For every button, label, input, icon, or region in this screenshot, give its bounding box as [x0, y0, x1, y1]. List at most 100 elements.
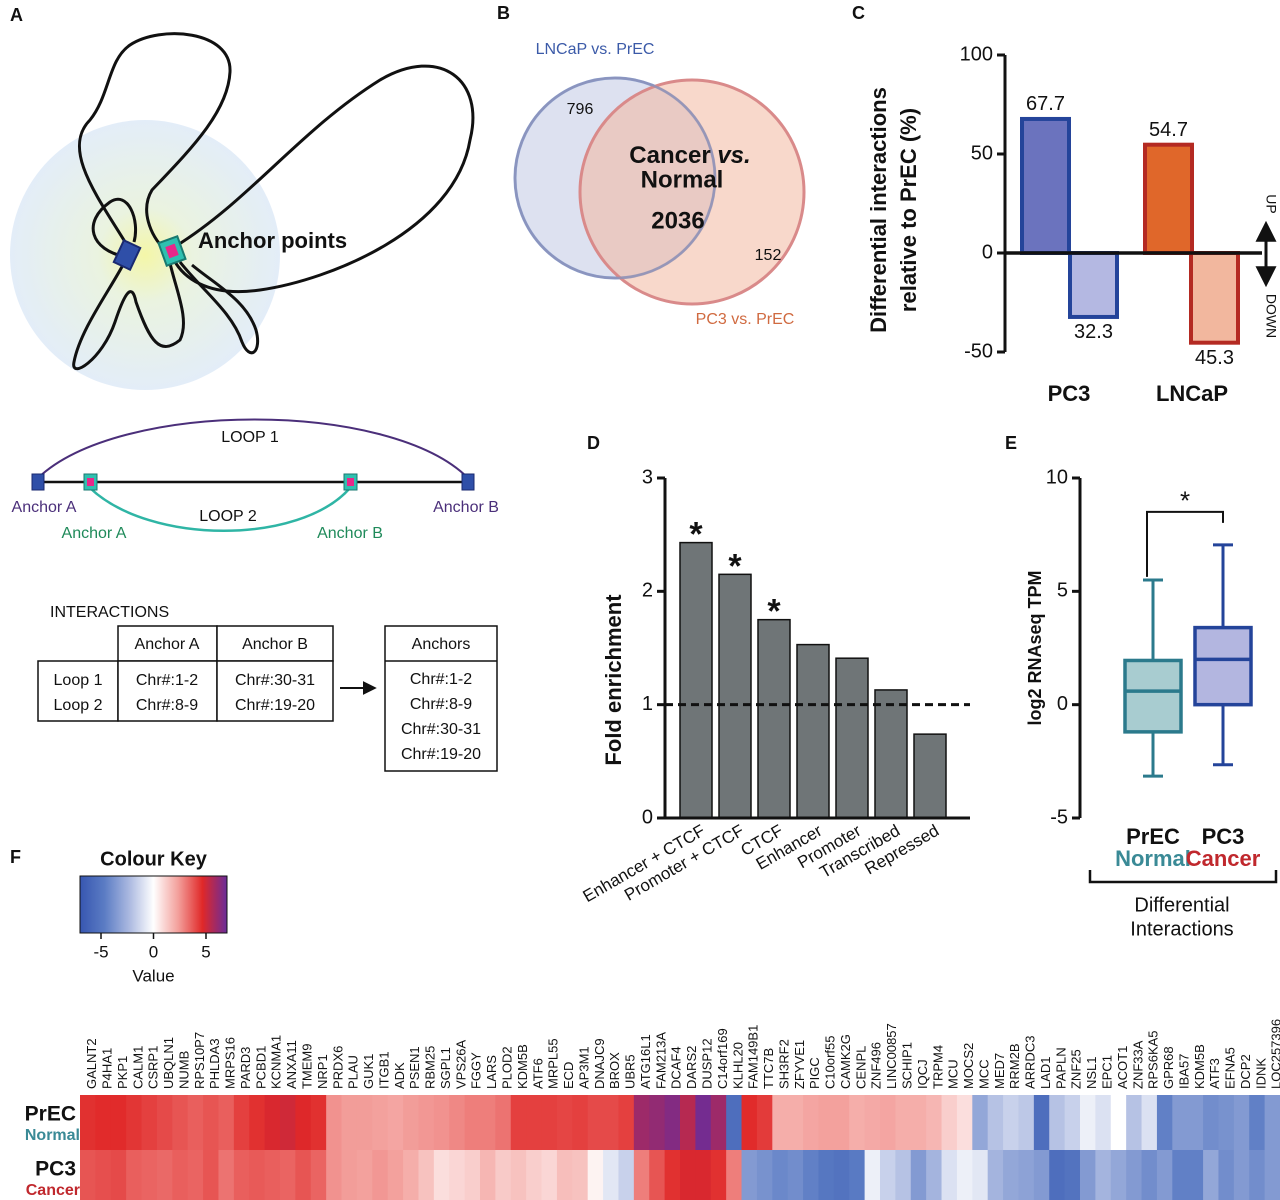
heatmap-cell [1018, 1150, 1035, 1200]
heatmap-cell [803, 1150, 820, 1200]
colour-key-title: Colour Key [100, 848, 208, 870]
panel-label: E [1005, 433, 1017, 453]
heatmap-cell [1141, 1095, 1158, 1150]
heatmap-cell [972, 1095, 989, 1150]
heatmap-cell [187, 1095, 204, 1150]
x-sub-label: Cancer [1186, 846, 1261, 871]
box-body [1193, 625, 1253, 707]
y-axis-label: Differential interactions [866, 87, 891, 333]
gene-label: C10orf55 [823, 1036, 838, 1089]
gene-label: BROX [607, 1052, 622, 1089]
table-header: Anchors [412, 636, 471, 653]
bar [796, 643, 830, 819]
heatmap-cell [95, 1095, 112, 1150]
gene-label: GALNT2 [84, 1038, 99, 1089]
gene-label: PHLDA3 [207, 1038, 222, 1089]
heatmap-cell [587, 1095, 604, 1150]
gene-label: KDM5B [1192, 1044, 1207, 1089]
value-label: 32.3 [1074, 321, 1113, 343]
heatmap-cell [1218, 1150, 1235, 1200]
heatmap-cell [218, 1095, 235, 1150]
gene-label: FAM149B1 [746, 1025, 761, 1089]
y-tick-label: 0 [642, 806, 653, 828]
bar [718, 573, 752, 819]
venn-count: 796 [567, 101, 594, 118]
heatmap-cell [218, 1150, 235, 1200]
heatmap-cell [541, 1150, 558, 1200]
heatmap-cell [1049, 1150, 1066, 1200]
heatmap-cell [587, 1150, 604, 1200]
table-cell: Chr#:19-20 [401, 746, 481, 763]
heatmap-cell [326, 1150, 343, 1200]
heatmap-cell [510, 1095, 527, 1150]
group-brace [1088, 870, 1278, 884]
gene-label: SGPL1 [438, 1047, 453, 1089]
heatmap-cell [156, 1150, 173, 1200]
significance-star: * [689, 516, 703, 554]
gene-label: CAMK2G [838, 1034, 853, 1089]
heatmap-cell [1095, 1095, 1112, 1150]
heatmap-cell [356, 1095, 373, 1150]
venn-overlap-word: Cancer [629, 142, 710, 169]
heatmap-cell [633, 1095, 650, 1150]
table-cell: Chr#:1-2 [410, 671, 472, 688]
gene-label: FAM213A [653, 1032, 668, 1089]
heatmap-cell [664, 1095, 681, 1150]
heatmap-cell [664, 1150, 681, 1200]
table-cell: Loop 2 [54, 697, 103, 714]
heatmap-cell [464, 1150, 481, 1200]
heatmap-cell [695, 1095, 712, 1150]
heatmap-cell [910, 1095, 927, 1150]
heatmap-cell [1095, 1150, 1112, 1200]
table-cell: Chr#:30-31 [401, 721, 481, 738]
heatmap-cell [987, 1095, 1004, 1150]
gene-label: IBA57 [1176, 1054, 1191, 1089]
gene-label: ZFYVE1 [792, 1040, 807, 1089]
heatmap-cell [1141, 1150, 1158, 1200]
venn-overlap-word: Normal [641, 166, 724, 193]
bar [1189, 251, 1240, 345]
y-tick-label: 5 [1057, 580, 1068, 602]
heatmap-cell [618, 1095, 635, 1150]
row-label: PC3 [35, 1158, 76, 1181]
heatmap-cell [1126, 1150, 1143, 1200]
heatmap-cell [880, 1095, 896, 1150]
table-title: INTERACTIONS [50, 604, 169, 621]
panel-label: A [10, 5, 23, 25]
heatmap-cell [726, 1095, 743, 1150]
gene-label: C14orf169 [715, 1028, 730, 1089]
heatmap-cell [280, 1150, 296, 1200]
heatmap-cell [418, 1095, 435, 1150]
heatmap-cell [280, 1095, 296, 1150]
row-group-label: Normal [25, 1127, 80, 1144]
gene-label: CALM1 [130, 1046, 145, 1089]
heatmap-cell [403, 1095, 420, 1150]
x-tick-label: 5 [201, 942, 210, 961]
gene-label: PARD3 [238, 1047, 253, 1089]
heatmap-cell [310, 1150, 327, 1200]
heatmap-cell [80, 1150, 96, 1200]
table-cell: Chr#:8-9 [410, 696, 472, 713]
gene-label: ZNF25 [1069, 1049, 1084, 1089]
gene-label: MRPL55 [546, 1038, 561, 1089]
x-tick-label: PC3 [1048, 381, 1091, 406]
table-cell: Chr#:30-31 [235, 672, 315, 689]
colour-key [79, 875, 228, 934]
heatmap-cell [1064, 1095, 1081, 1150]
heatmap-cell [972, 1150, 989, 1200]
heatmap-cell [387, 1150, 404, 1200]
heatmap-cell [326, 1095, 343, 1150]
gene-label: EFNA5 [1223, 1047, 1238, 1089]
heatmap-cell [741, 1150, 758, 1200]
heatmap-cell [1233, 1150, 1250, 1200]
gene-label: CSRP1 [146, 1046, 161, 1089]
bar [1068, 251, 1119, 319]
x-tick-label: -5 [93, 942, 108, 961]
heatmap-cell [618, 1150, 635, 1200]
value-label: 45.3 [1195, 347, 1234, 369]
y-axis-label: log2 RNAseq TPM [1025, 570, 1045, 725]
significance-star: * [728, 547, 742, 585]
heatmap-cell [695, 1150, 712, 1200]
heatmap-cell [849, 1150, 866, 1200]
gene-label: GUK1 [361, 1054, 376, 1089]
